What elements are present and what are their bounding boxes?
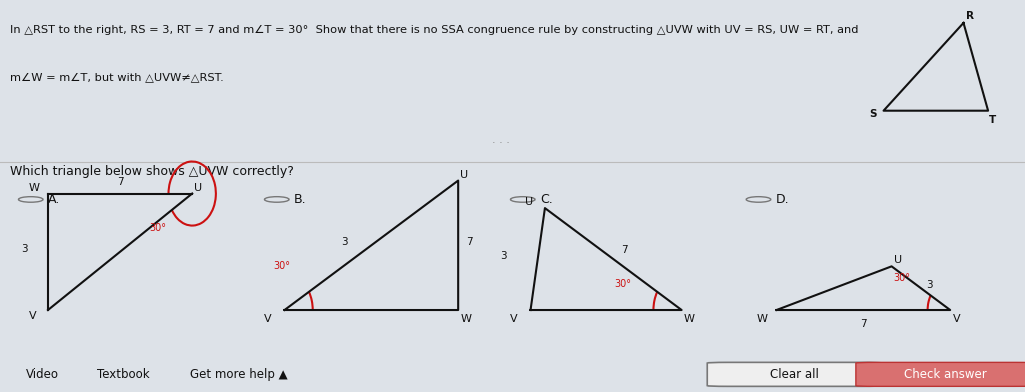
- Text: 30°: 30°: [614, 279, 631, 289]
- Text: Check answer: Check answer: [904, 368, 986, 381]
- Text: 3: 3: [927, 280, 933, 290]
- Text: 30°: 30°: [894, 273, 911, 283]
- Text: W: W: [684, 314, 695, 324]
- Text: V: V: [510, 314, 518, 324]
- Text: Which triangle below shows △UVW correctly?: Which triangle below shows △UVW correctl…: [10, 165, 294, 178]
- Text: C.: C.: [540, 193, 552, 206]
- Text: 7: 7: [117, 177, 123, 187]
- Text: V: V: [264, 314, 272, 324]
- Text: 30°: 30°: [150, 223, 166, 233]
- Text: 3: 3: [500, 251, 506, 261]
- Text: R: R: [966, 11, 974, 21]
- Text: U: U: [460, 170, 468, 180]
- Text: 7: 7: [860, 319, 867, 330]
- Text: Clear all: Clear all: [770, 368, 819, 381]
- Text: A.: A.: [48, 193, 60, 206]
- Text: Get more help ▲: Get more help ▲: [190, 368, 287, 381]
- Text: V: V: [952, 314, 960, 324]
- Text: W: W: [756, 314, 768, 324]
- Text: V: V: [29, 311, 36, 321]
- Text: U: U: [525, 197, 533, 207]
- Text: 3: 3: [341, 237, 347, 247]
- Text: Textbook: Textbook: [97, 368, 150, 381]
- Text: D.: D.: [776, 193, 789, 206]
- Text: In △RST to the right, RS = 3, RT = 7 and m∠T = 30°  Show that there is no SSA co: In △RST to the right, RS = 3, RT = 7 and…: [10, 25, 859, 35]
- Text: 30°: 30°: [274, 261, 290, 271]
- Text: W: W: [460, 314, 472, 324]
- Text: . . .: . . .: [492, 135, 509, 145]
- Text: U: U: [894, 256, 902, 265]
- Text: W: W: [29, 183, 40, 192]
- FancyBboxPatch shape: [707, 362, 882, 387]
- Text: Video: Video: [26, 368, 58, 381]
- Text: T: T: [989, 115, 996, 125]
- Text: U: U: [195, 183, 203, 192]
- FancyBboxPatch shape: [856, 362, 1025, 387]
- Text: 7: 7: [466, 237, 473, 247]
- Text: B.: B.: [294, 193, 306, 206]
- Text: 7: 7: [621, 245, 628, 255]
- Text: 3: 3: [20, 244, 28, 254]
- Text: S: S: [869, 109, 876, 119]
- Text: m∠W = m∠T, but with △UVW≠△RST.: m∠W = m∠T, but with △UVW≠△RST.: [10, 73, 224, 83]
